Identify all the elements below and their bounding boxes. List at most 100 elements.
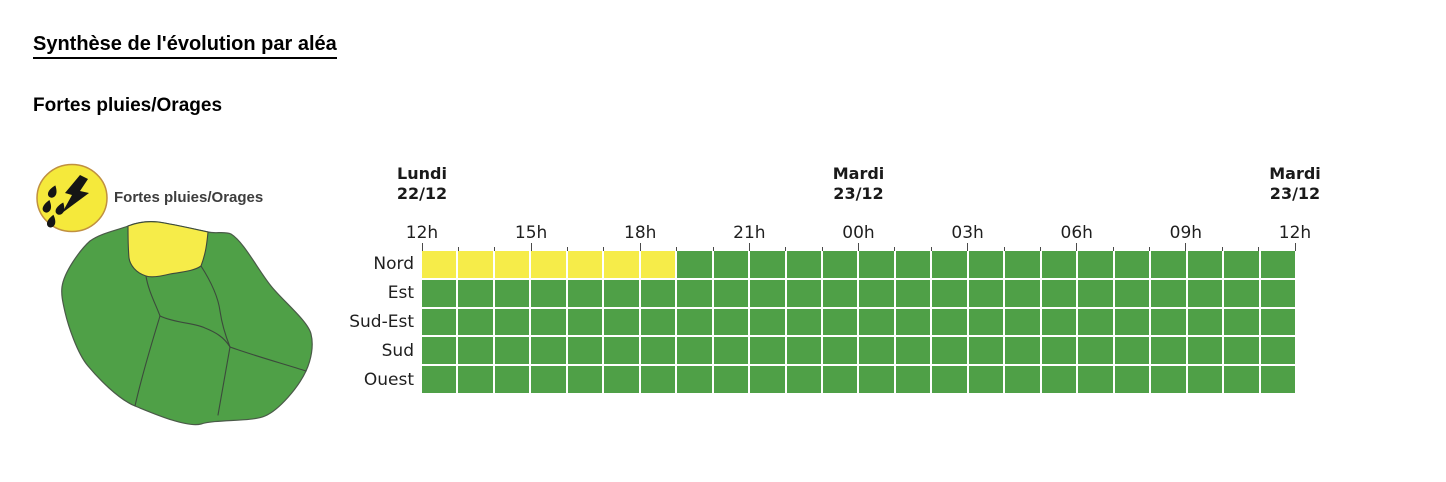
axis-major-tick: [639, 243, 641, 251]
grid-cell-sud-h20: [1151, 337, 1186, 365]
grid-cell-sud-est-h18: [1078, 308, 1113, 336]
time-tick-label: 00h: [842, 223, 875, 243]
grid-cell-est-h13: [895, 279, 931, 307]
grid-cell-sud-h22: [1224, 337, 1259, 365]
grid-cell-ouest-h22: [1224, 366, 1259, 393]
grid-cell-ouest-h20: [1151, 366, 1186, 393]
grid-cell-sud-est-h22: [1224, 308, 1259, 336]
grid-cell-ouest-h17: [1041, 366, 1077, 393]
grid-cell-nord-h11: [823, 251, 858, 278]
grid-cell-est-h11: [823, 279, 858, 307]
date-marker-day: Mardi: [1269, 164, 1321, 183]
grid-cell-sud-est-h23: [1260, 308, 1295, 336]
grid-cell-est-h0: [422, 279, 457, 307]
grid-cell-ouest-h7: [677, 366, 712, 393]
axis-major-tick: [421, 243, 423, 251]
grid-cell-sud-est-h10: [786, 308, 822, 336]
grid-cell-nord-h1: [458, 251, 493, 278]
grid-cell-sud-h3: [531, 337, 566, 365]
grid-cell-sud-h6: [640, 337, 676, 365]
grid-cell-sud-est-h13: [895, 308, 931, 336]
grid-cell-ouest-h13: [895, 366, 931, 393]
grid-cell-ouest-h23: [1260, 366, 1295, 393]
grid-cell-nord-h23: [1260, 251, 1295, 278]
axis-major-tick: [530, 243, 532, 251]
raindrops-icon: [42, 185, 65, 228]
lightning-bolt-icon: [62, 175, 89, 213]
page-title: Synthèse de l'évolution par aléa: [33, 33, 337, 59]
row-label-est: Est: [387, 283, 414, 304]
axis-minor-tick: [1039, 247, 1041, 251]
axis-minor-tick: [894, 247, 896, 251]
axis-major-tick: [1294, 243, 1296, 251]
grid-cell-nord-h17: [1041, 251, 1077, 278]
date-marker-day: Lundi: [397, 164, 447, 183]
time-tick-label: 06h: [1060, 223, 1093, 243]
grid-cell-ouest-h5: [604, 366, 639, 393]
grid-cell-nord-h21: [1187, 251, 1223, 278]
grid-cell-est-h22: [1224, 279, 1259, 307]
date-marker-date: 23/12: [833, 184, 884, 203]
grid-cell-sud-h10: [786, 337, 822, 365]
heavy-rain-thunderstorm-icon: [35, 163, 109, 233]
grid-cell-est-h4: [567, 279, 603, 307]
grid-cell-nord-h18: [1078, 251, 1113, 278]
grid-cell-est-h19: [1114, 279, 1150, 307]
time-tick-label: 21h: [733, 223, 766, 243]
grid-cell-ouest-h16: [1005, 366, 1040, 393]
date-marker: Mardi 23/12: [1269, 164, 1321, 204]
grid-cell-nord-h15: [968, 251, 1004, 278]
grid-cell-est-h17: [1041, 279, 1077, 307]
grid-cell-nord-h7: [677, 251, 712, 278]
date-marker: Mardi 23/12: [833, 164, 885, 204]
grid-cell-ouest-h10: [786, 366, 822, 393]
grid-cell-sud-h4: [567, 337, 603, 365]
axis-minor-tick: [1149, 247, 1150, 251]
time-tick-label: 15h: [514, 223, 548, 243]
axis-minor-tick: [930, 247, 932, 251]
grid-cell-nord-h22: [1224, 251, 1259, 278]
axis-minor-tick: [712, 247, 714, 251]
axis-minor-tick: [1112, 247, 1114, 251]
grid-cell-est-h7: [677, 279, 712, 307]
time-tick-label: 18h: [624, 223, 657, 243]
grid-cell-sud-est-h21: [1187, 308, 1223, 336]
grid-cell-ouest-h12: [859, 366, 894, 393]
grid-cell-nord-h4: [567, 251, 603, 278]
grid-cell-nord-h6: [640, 251, 676, 278]
axis-major-tick: [967, 243, 969, 251]
grid-cell-sud-est-h6: [640, 308, 676, 336]
grid-cell-sud-h19: [1114, 337, 1150, 365]
grid-cell-ouest-h14: [932, 366, 967, 393]
grid-cell-nord-h0: [422, 251, 457, 278]
grid-cell-ouest-h18: [1078, 366, 1113, 393]
grid-cell-sud-h9: [750, 337, 785, 365]
grid-cell-sud-h8: [713, 337, 749, 365]
grid-cell-sud-est-h9: [750, 308, 785, 336]
map-region-nord: [127, 221, 209, 278]
grid-cell-est-h9: [750, 279, 785, 307]
grid-cell-sud-est-h8: [713, 308, 749, 336]
time-tick-label: 03h: [951, 223, 984, 243]
axis-minor-tick: [821, 247, 823, 251]
grid-cell-est-h20: [1151, 279, 1186, 307]
axis-minor-tick: [676, 247, 678, 251]
grid-cell-ouest-h19: [1114, 366, 1150, 393]
time-tick-label: 12h: [1278, 223, 1312, 243]
grid-cell-nord-h9: [750, 251, 785, 278]
axis-major-tick: [1185, 243, 1187, 251]
grid-cell-ouest-h4: [567, 366, 603, 393]
grid-cell-ouest-h6: [640, 366, 676, 393]
grid-cell-sud-h2: [494, 337, 530, 365]
date-marker-day: Mardi: [832, 164, 885, 183]
axis-minor-tick: [1258, 247, 1260, 251]
grid-cell-nord-h3: [531, 251, 566, 278]
grid-cell-sud-est-h20: [1151, 308, 1186, 336]
grid-cell-sud-est-h4: [567, 308, 603, 336]
time-tick-label: 12h: [405, 223, 439, 243]
grid-cell-sud-est-h19: [1114, 308, 1150, 336]
grid-cell-nord-h13: [895, 251, 931, 278]
axis-minor-tick: [494, 247, 496, 251]
grid-cell-sud-h5: [604, 337, 639, 365]
row-label-ouest: Ouest: [363, 369, 414, 390]
